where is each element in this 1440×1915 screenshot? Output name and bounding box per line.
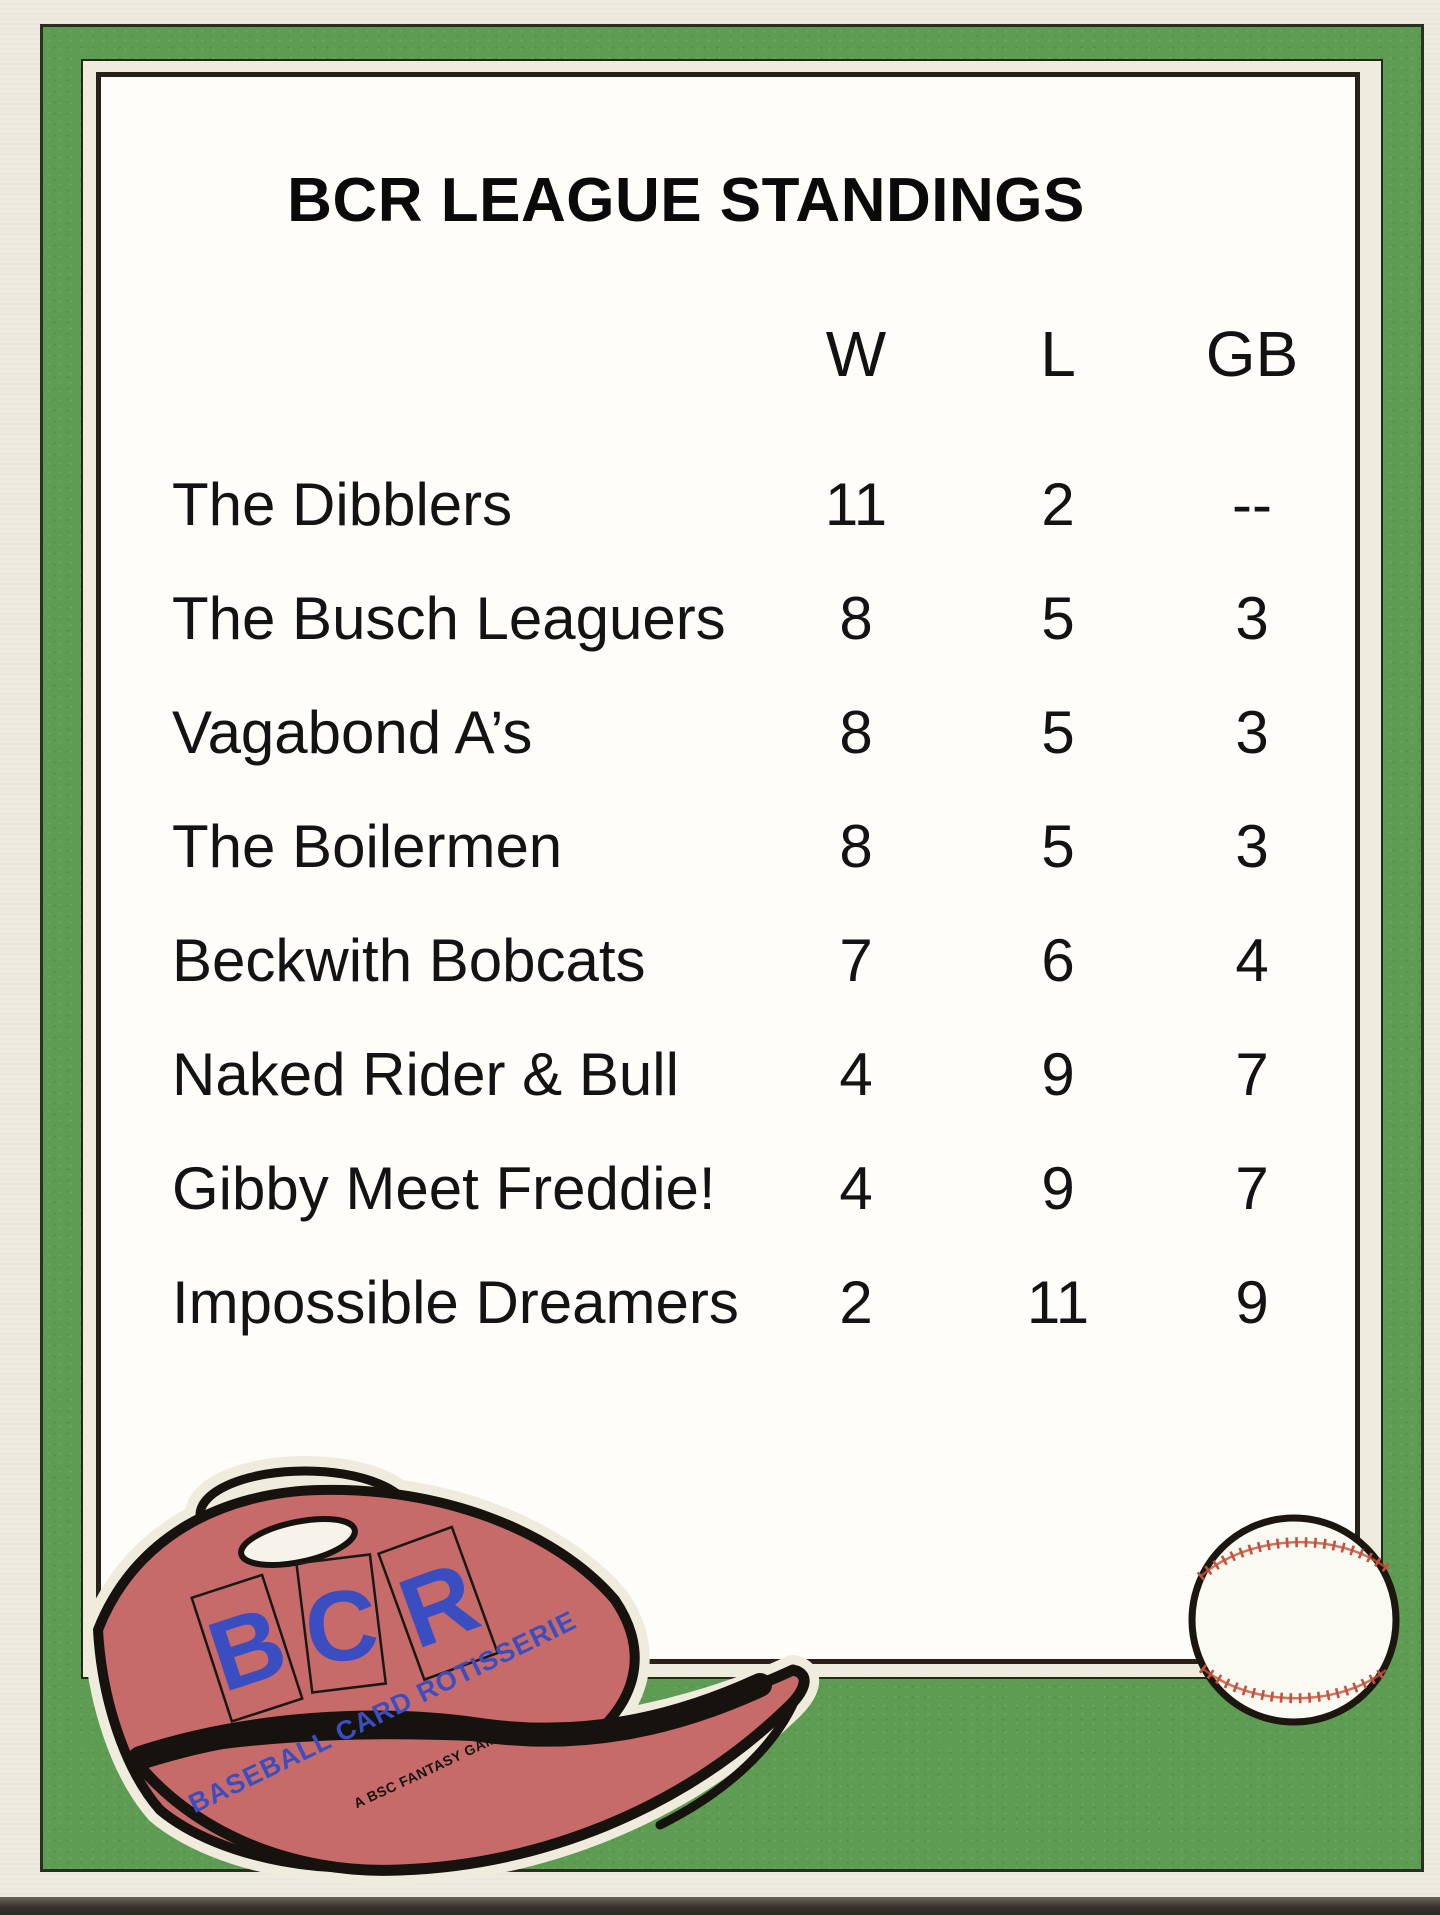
wins-value: 4 — [839, 1041, 873, 1108]
table-row: Gibby Meet Freddie! 4 9 7 — [96, 1132, 1360, 1246]
wins-value: 8 — [839, 585, 873, 652]
wins-value: 8 — [839, 699, 873, 766]
losses-value: 5 — [1041, 813, 1075, 880]
games-back-value: 7 — [1235, 1041, 1269, 1108]
team-name: Beckwith Bobcats — [172, 927, 646, 994]
table-row: Vagabond A’s 8 5 3 — [96, 676, 1360, 790]
wins-value: 2 — [839, 1269, 873, 1336]
table-row: The Dibblers 11 2 -- — [96, 448, 1360, 562]
cap-brim-shadow — [128, 1673, 772, 1770]
team-name: Naked Rider & Bull — [172, 1041, 679, 1108]
games-back-value: 4 — [1235, 927, 1269, 994]
baseball-stitch-top — [1196, 1537, 1392, 1581]
losses-value: 5 — [1041, 585, 1075, 652]
baseball-cap-illustration: B C R BASEBALL CARD ROTISSERIE A BSC FAN… — [83, 1456, 820, 1886]
wins-value: 4 — [839, 1155, 873, 1222]
team-name: The Dibblers — [172, 471, 513, 538]
games-back-value: -- — [1232, 471, 1272, 538]
games-back-value: 3 — [1235, 699, 1269, 766]
losses-value: 6 — [1041, 927, 1075, 994]
team-name: The Boilermen — [172, 813, 563, 880]
svg-text:C: C — [299, 1566, 384, 1686]
games-back-value: 3 — [1235, 813, 1269, 880]
team-name: Gibby Meet Freddie! — [172, 1155, 716, 1222]
table-row: Naked Rider & Bull 4 9 7 — [96, 1018, 1360, 1132]
team-name: Impossible Dreamers — [172, 1269, 739, 1336]
baseball-illustration — [1188, 1514, 1400, 1726]
table-row: Impossible Dreamers 2 11 9 — [96, 1246, 1360, 1360]
games-back-value: 9 — [1235, 1269, 1269, 1336]
baseball-stitch-bottom — [1198, 1664, 1390, 1704]
table-row: The Boilermen 8 5 3 — [96, 790, 1360, 904]
losses-value: 11 — [1026, 1269, 1090, 1336]
page-bottom-edge — [0, 1897, 1440, 1915]
cap-brim-crease — [655, 1695, 800, 1830]
team-name: The Busch Leaguers — [172, 585, 726, 652]
card-title: BCR LEAGUE STANDINGS — [287, 166, 1085, 235]
losses-value: 2 — [1041, 471, 1075, 538]
wins-value: 7 — [839, 927, 873, 994]
games-back-value: 3 — [1235, 585, 1269, 652]
games-back-value: 7 — [1235, 1155, 1269, 1222]
team-name: Vagabond A’s — [172, 699, 533, 766]
card-white-window — [96, 72, 1360, 1664]
wins-value: 8 — [839, 813, 873, 880]
losses-value: 9 — [1041, 1155, 1075, 1222]
table-row: Beckwith Bobcats 7 6 4 — [96, 904, 1360, 1018]
losses-value: 9 — [1041, 1041, 1075, 1108]
table-row: The Busch Leaguers 8 5 3 — [96, 562, 1360, 676]
column-header-games-back: GB — [1205, 318, 1299, 390]
wins-value: 11 — [824, 471, 888, 538]
bcr-card-outlines — [190, 1525, 500, 1724]
baseball-body — [1188, 1514, 1400, 1726]
column-header-wins: W — [825, 318, 887, 390]
column-header-losses: L — [1040, 318, 1076, 390]
losses-value: 5 — [1041, 699, 1075, 766]
